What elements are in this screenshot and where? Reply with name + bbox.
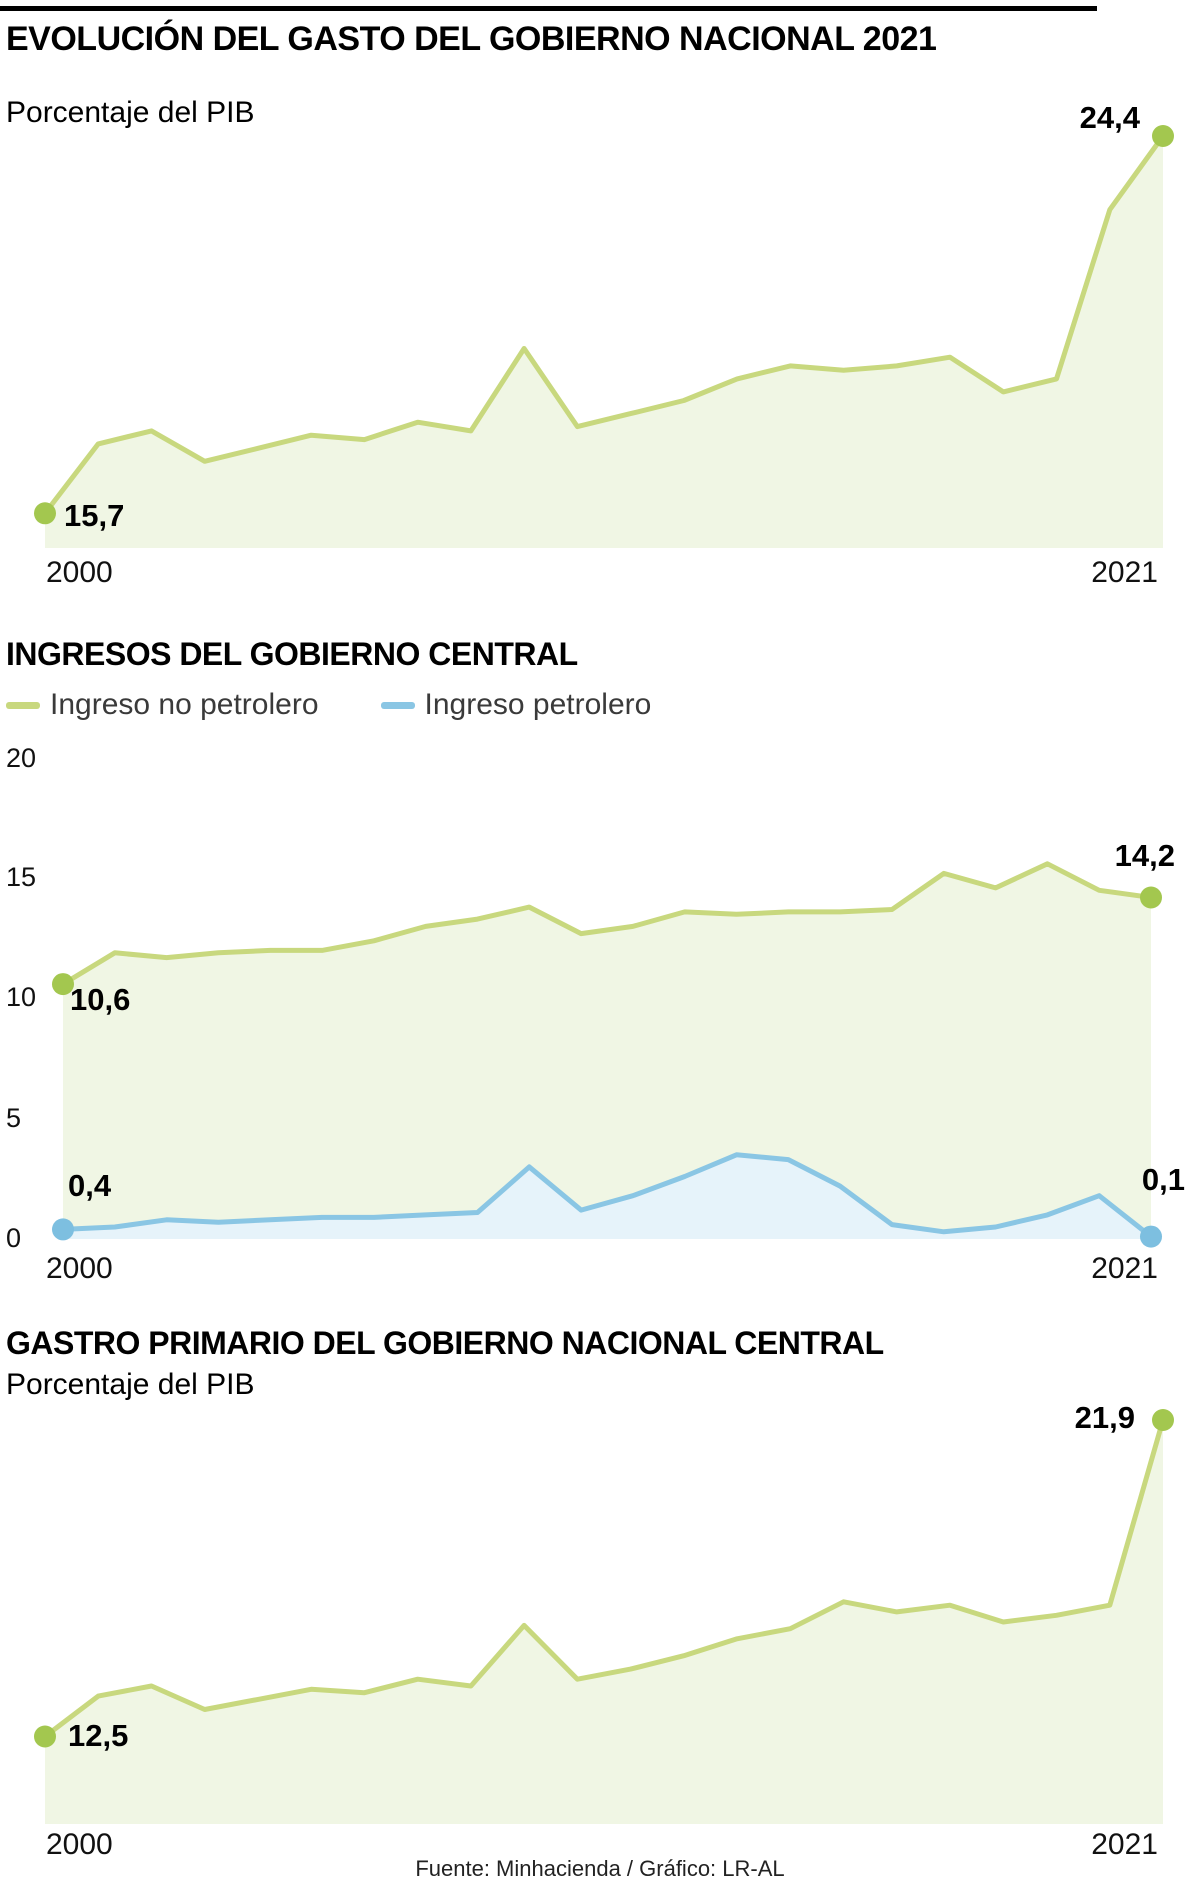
ingreso-no-petrolero-start-value: 10,6 bbox=[70, 982, 131, 1017]
gasto-total-chart bbox=[0, 118, 1200, 548]
gasto-primario-chart bbox=[0, 1395, 1200, 1825]
chart1-end-value: 24,4 bbox=[1079, 100, 1140, 135]
chart2-title: INGRESOS DEL GOBIERNO CENTRAL bbox=[6, 636, 578, 672]
ingreso-no-petrolero-end-value: 14,2 bbox=[1114, 838, 1175, 873]
chart3-x-start: 2000 bbox=[46, 1828, 113, 1861]
chart1-x-end: 2021 bbox=[1091, 556, 1158, 589]
gasto-primario-plot bbox=[34, 1409, 1174, 1824]
chart3-x-end: 2021 bbox=[1091, 1828, 1158, 1861]
chart2-x-end: 2021 bbox=[1091, 1252, 1158, 1285]
gasto-total-plot bbox=[34, 125, 1174, 548]
legend-item-no-petrolero: Ingreso no petrolero bbox=[6, 688, 319, 722]
chart3-x-axis: 2000 2021 bbox=[0, 1828, 1200, 1862]
legend-label-no-petrolero: Ingreso no petrolero bbox=[50, 688, 319, 721]
blue-line-swatch-icon bbox=[380, 701, 415, 709]
chart1-title: EVOLUCIÓN DEL GASTO DEL GOBIERNO NACIONA… bbox=[6, 20, 937, 58]
y-tick-10: 10 bbox=[6, 982, 37, 1012]
chart1-x-start: 2000 bbox=[46, 556, 113, 589]
chart2-x-start: 2000 bbox=[46, 1252, 113, 1285]
ingresos-chart bbox=[0, 748, 1200, 1248]
y-tick-5: 5 bbox=[6, 1103, 22, 1133]
y-tick-0: 0 bbox=[6, 1223, 22, 1253]
ingreso-petrolero-end-value: 0,1 bbox=[1141, 1162, 1185, 1197]
chart1-start-value: 15,7 bbox=[64, 498, 125, 533]
y-tick-15: 15 bbox=[6, 862, 37, 892]
source-credit: Fuente: Minhacienda / Gráfico: LR-AL bbox=[415, 1856, 785, 1881]
legend-label-petrolero: Ingreso petrolero bbox=[424, 688, 652, 721]
ingresos-plot bbox=[52, 861, 1162, 1248]
green-line-swatch-icon bbox=[6, 701, 40, 709]
ingreso-petrolero-start-value: 0,4 bbox=[68, 1168, 112, 1203]
chart3-end-value: 21,9 bbox=[1074, 1400, 1135, 1435]
chart2-legend: Ingreso no petrolero Ingreso petrolero bbox=[6, 688, 651, 722]
chart3-subtitle: Porcentaje del PIB bbox=[6, 1368, 255, 1401]
chart3-start-value: 12,5 bbox=[68, 1718, 129, 1753]
chart2-x-axis: 2000 2021 bbox=[0, 1252, 1200, 1286]
chart3-title: GASTRO PRIMARIO DEL GOBIERNO NACIONAL CE… bbox=[6, 1325, 884, 1361]
y-tick-20: 20 bbox=[6, 743, 37, 773]
legend-item-petrolero: Ingreso petrolero bbox=[380, 688, 652, 722]
chart1-x-axis: 2000 2021 bbox=[0, 556, 1200, 590]
top-rule bbox=[0, 6, 1097, 11]
chart1-subtitle: Porcentaje del PIB bbox=[6, 96, 255, 129]
